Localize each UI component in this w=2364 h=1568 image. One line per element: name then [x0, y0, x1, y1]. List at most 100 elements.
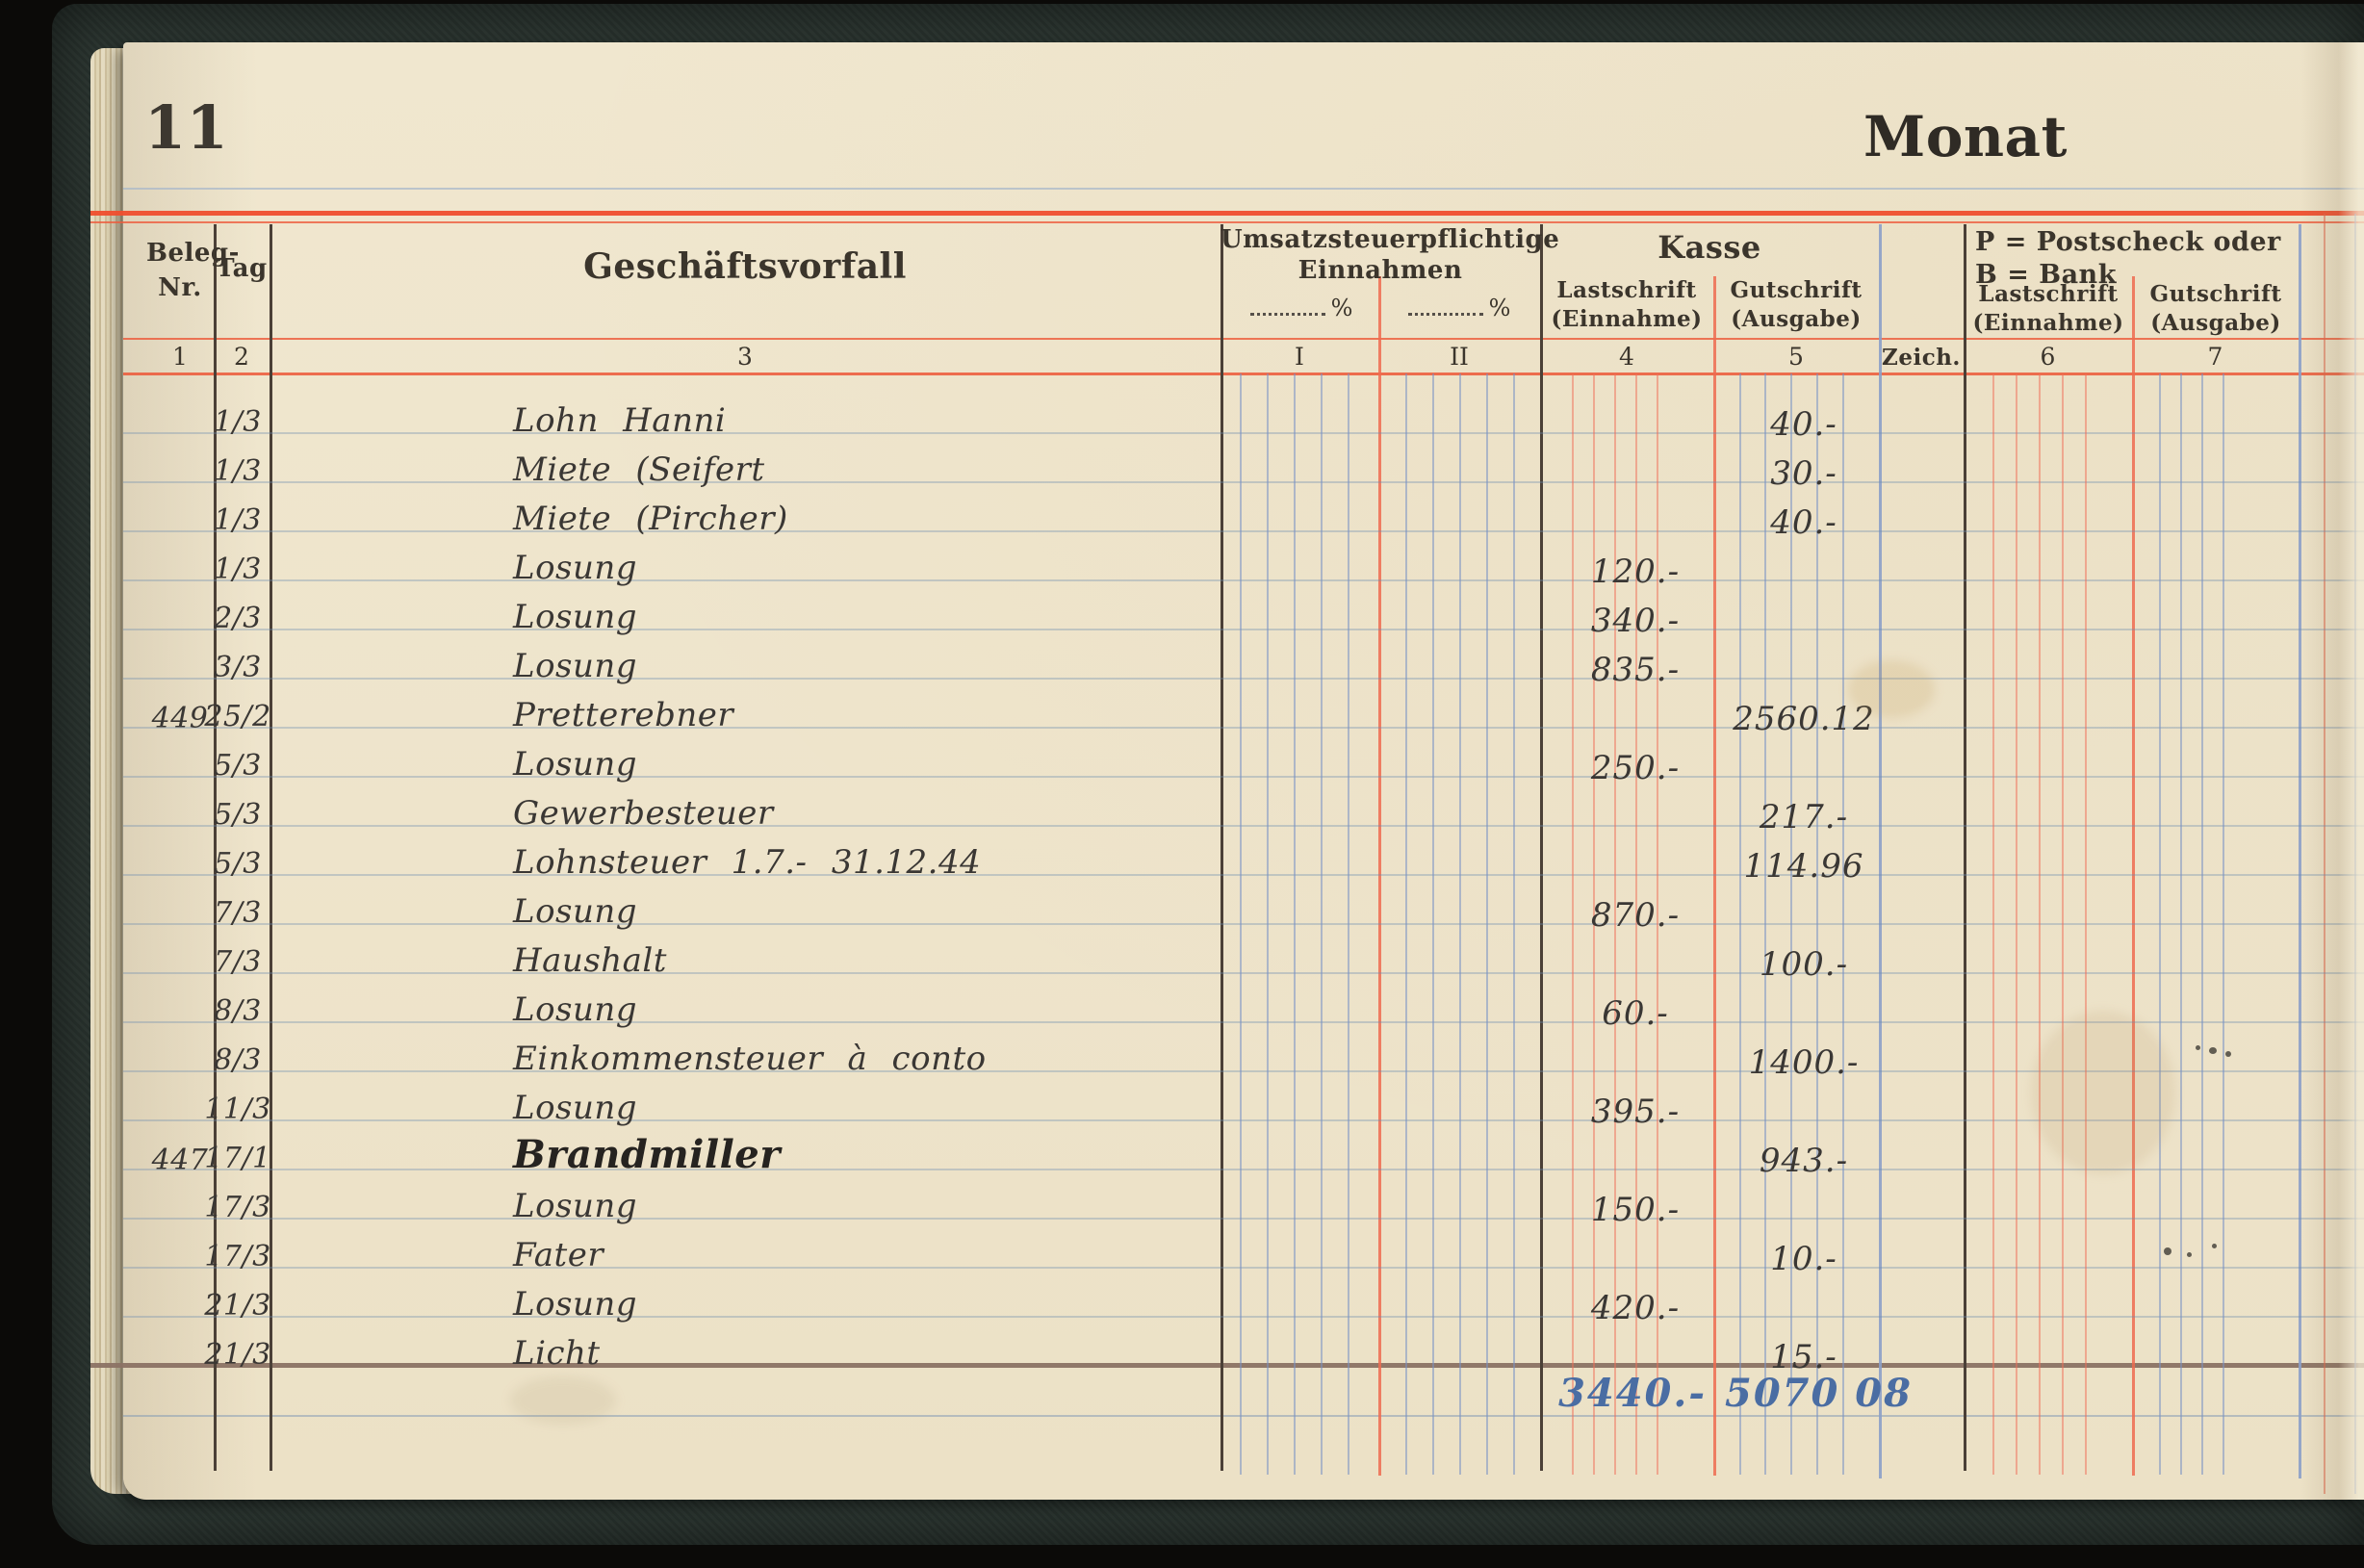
entry-tag: 21/3: [204, 1338, 271, 1372]
entry-tag: 1/3: [214, 503, 262, 537]
entry-kasse-ausgabe: 30.-: [1770, 454, 1837, 493]
column-rule-blue: [1294, 373, 1296, 1475]
column-rule-red: [2085, 373, 2087, 1475]
kasse-debit-line2: (Einnahme): [1551, 306, 1703, 332]
row-rule: [123, 481, 2364, 483]
column-rule-red: [2016, 373, 2017, 1475]
column-header-tag: Tag: [216, 254, 268, 283]
column-line: [1964, 224, 1966, 1471]
percent-field-II: %: [1392, 295, 1527, 321]
column-header-beleg-line2: Nr.: [158, 273, 202, 302]
page-curl: [2300, 42, 2364, 1500]
entry-kasse-einnahme: 120.-: [1590, 553, 1681, 591]
column-rule-red: [2039, 373, 2041, 1475]
entry-kasse-ausgabe: 100.-: [1759, 945, 1849, 984]
page-number: 11: [144, 92, 229, 163]
row-rule: [123, 1021, 2364, 1023]
column-number-II: II: [1450, 343, 1469, 371]
column-rule-red: [1614, 373, 1616, 1475]
entry-kasse-ausgabe: 2560.12: [1733, 700, 1875, 738]
percent-sign: %: [1488, 295, 1511, 321]
row-rule: [123, 825, 2364, 827]
column-header-zeich: Zeich.: [1882, 345, 1961, 371]
row-rule: [123, 776, 2364, 778]
column-number-5: 5: [1788, 343, 1804, 371]
column-rule-blue: [2201, 373, 2203, 1475]
bank-debit-line2: (Einnahme): [1972, 310, 2124, 336]
column-number-6: 6: [2040, 343, 2056, 371]
ink-speck: [2196, 1045, 2200, 1050]
kasse-credit-line2: (Ausgabe): [1731, 306, 1862, 332]
column-line: [214, 224, 217, 1471]
column-rule-blue: [1790, 373, 1792, 1475]
column-rule-red: [1572, 373, 1574, 1475]
entry-text: Lohnsteuer 1.7.- 31.12.44: [513, 843, 982, 882]
paper-stain: [1848, 660, 1935, 718]
column-rule-red: [1992, 373, 1994, 1475]
column-line: [1221, 224, 1223, 1471]
entry-tag: 8/3: [214, 1043, 262, 1077]
column-rule-blue: [1739, 373, 1741, 1475]
entry-kasse-ausgabe: 114.96: [1743, 847, 1864, 886]
entry-text: Gewerbesteuer: [513, 794, 774, 833]
row-rule: [123, 1267, 2364, 1269]
column-line: [1879, 224, 1882, 1478]
column-rule-blue: [1267, 373, 1269, 1475]
entry-text: Losung: [513, 892, 638, 931]
ink-speck: [2187, 1252, 2192, 1257]
entry-tag: 5/3: [214, 749, 262, 783]
entry-text: Losung: [513, 598, 638, 636]
entry-tag: 1/3: [214, 553, 262, 586]
row-rule: [123, 972, 2364, 974]
divider: [123, 373, 2364, 375]
entry-text: Einkommensteuer à conto: [513, 1040, 987, 1078]
percent-field-I: %: [1234, 295, 1369, 321]
entry-kasse-einnahme: 250.-: [1590, 749, 1681, 787]
column-rule-blue: [1348, 373, 1349, 1475]
dotted-leader: [1249, 309, 1325, 316]
entry-tag: 17/1: [204, 1142, 271, 1175]
entry-kasse-ausgabe: 40.-: [1770, 503, 1837, 542]
entry-tag: 5/3: [214, 847, 262, 881]
entry-tag: 7/3: [214, 896, 262, 930]
paper-stain: [2031, 1011, 2175, 1174]
divider: [123, 1415, 2364, 1417]
divider: [90, 221, 2364, 223]
bank-legend-line2: B = Bank: [1975, 260, 2117, 290]
column-number-3: 3: [737, 343, 753, 371]
column-rule-blue: [1842, 373, 1844, 1475]
entry-kasse-einnahme: 870.-: [1590, 896, 1681, 935]
column-number-2: 2: [234, 343, 249, 371]
dotted-leader: [1407, 309, 1483, 316]
column-rule-blue: [1513, 373, 1515, 1475]
row-rule: [123, 432, 2364, 434]
entry-kasse-ausgabe: 40.-: [1770, 405, 1837, 444]
column-rule-red: [1635, 373, 1637, 1475]
row-rule: [123, 1218, 2364, 1220]
entry-tag: 17/3: [204, 1240, 271, 1273]
column-rule-blue: [1459, 373, 1461, 1475]
kasse-credit-line1: Gutschrift: [1730, 277, 1863, 303]
column-rule-blue: [1240, 373, 1242, 1475]
row-rule: [123, 629, 2364, 630]
column-rule-blue: [2180, 373, 2182, 1475]
column-rule-blue: [1764, 373, 1766, 1475]
entry-tag: 1/3: [214, 405, 262, 439]
column-line: [1378, 276, 1381, 1476]
entry-text: Miete (Pircher): [513, 500, 788, 538]
column-number-7: 7: [2207, 343, 2223, 371]
entry-tag: 8/3: [214, 994, 262, 1028]
entry-beleg-nr: 449: [151, 702, 209, 735]
divider: [90, 211, 2364, 216]
ink-speck: [2209, 1047, 2217, 1054]
row-rule: [123, 923, 2364, 925]
entry-text: Haushalt: [513, 941, 667, 980]
entry-text: Lohn Hanni: [513, 401, 727, 440]
column-rule-blue: [2223, 373, 2224, 1475]
column-number-1: 1: [172, 343, 188, 371]
bank-credit-line2: (Ausgabe): [2150, 310, 2281, 336]
entry-tag: 3/3: [214, 651, 262, 684]
entry-text: Losung: [513, 549, 638, 587]
entry-kasse-einnahme: 395.-: [1590, 1092, 1681, 1131]
